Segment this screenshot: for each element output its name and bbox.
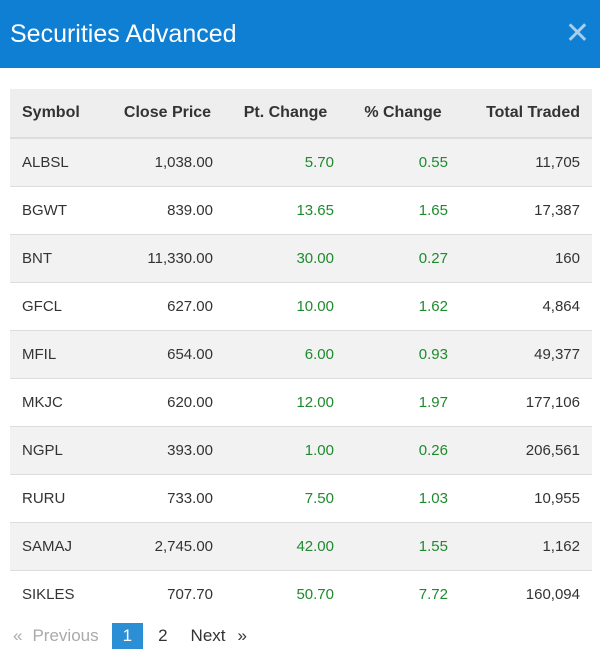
cell-pct-change: 1.62 — [346, 282, 460, 331]
cell-close-price: 2,745.00 — [110, 522, 225, 571]
cell-pt-change: 1.00 — [225, 426, 346, 475]
securities-table-container: Symbol Close Price Pt. Change % Change T… — [10, 89, 592, 618]
previous-page-link: Previous — [32, 626, 99, 645]
cell-close-price: 707.70 — [110, 570, 225, 618]
table-body: ALBSL 1,038.00 5.70 0.55 11,705 BGWT 839.00 13.… — [10, 138, 592, 618]
cell-symbol: SAMAJ — [10, 522, 110, 571]
cell-close-price: 1,038.00 — [110, 138, 225, 187]
cell-total-traded: 177,106 — [460, 378, 592, 427]
cell-pt-change: 30.00 — [225, 234, 346, 283]
cell-symbol: SIKLES — [10, 570, 110, 618]
cell-pct-change: 1.03 — [346, 474, 460, 523]
column-header-pct-change[interactable]: % Change — [346, 89, 460, 139]
cell-total-traded: 10,955 — [460, 474, 592, 523]
cell-total-traded: 160,094 — [460, 570, 592, 618]
cell-close-price: 620.00 — [110, 378, 225, 427]
cell-symbol: NGPL — [10, 426, 110, 475]
cell-pt-change: 5.70 — [225, 138, 346, 187]
cell-total-traded: 1,162 — [460, 522, 592, 571]
cell-pct-change: 1.65 — [346, 186, 460, 235]
close-icon[interactable]: ✕ — [564, 17, 590, 50]
column-header-close-price[interactable]: Close Price — [110, 89, 225, 139]
cell-pct-change: 1.55 — [346, 522, 460, 571]
cell-pt-change: 12.00 — [225, 378, 346, 427]
column-header-symbol[interactable]: Symbol — [10, 89, 110, 139]
table-row[interactable]: ALBSL 1,038.00 5.70 0.55 11,705 — [10, 138, 592, 187]
cell-close-price: 654.00 — [110, 330, 225, 379]
cell-pct-change: 0.27 — [346, 234, 460, 283]
cell-pct-change: 0.26 — [346, 426, 460, 475]
cell-symbol: BGWT — [10, 186, 110, 235]
table-row[interactable]: BGWT 839.00 13.65 1.65 17,387 — [10, 186, 592, 235]
table-row[interactable]: MKJC 620.00 12.00 1.97 177,106 — [10, 378, 592, 427]
next-arrow-icon[interactable]: » — [237, 626, 247, 645]
table-row[interactable]: SAMAJ 2,745.00 42.00 1.55 1,162 — [10, 522, 592, 571]
cell-pt-change: 50.70 — [225, 570, 346, 618]
cell-total-traded: 4,864 — [460, 282, 592, 331]
cell-symbol: BNT — [10, 234, 110, 283]
cell-total-traded: 49,377 — [460, 330, 592, 379]
cell-pt-change: 10.00 — [225, 282, 346, 331]
previous-arrow-icon: « — [13, 626, 23, 645]
modal-header: Securities Advanced ✕ — [0, 0, 600, 68]
cell-close-price: 11,330.00 — [110, 234, 225, 283]
cell-total-traded: 160 — [460, 234, 592, 283]
next-page-link[interactable]: Next — [190, 626, 226, 645]
modal-title: Securities Advanced — [10, 19, 237, 48]
column-header-total-traded[interactable]: Total Traded — [460, 89, 592, 139]
page-2-button[interactable]: 2 — [158, 626, 168, 645]
cell-pct-change: 0.93 — [346, 330, 460, 379]
page-1-button[interactable]: 1 — [111, 623, 144, 649]
table-row[interactable]: BNT 11,330.00 30.00 0.27 160 — [10, 234, 592, 283]
cell-close-price: 627.00 — [110, 282, 225, 331]
cell-symbol: MKJC — [10, 378, 110, 427]
table-row[interactable]: MFIL 654.00 6.00 0.93 49,377 — [10, 330, 592, 379]
pagination: « Previous 1 2 Next » — [13, 622, 247, 650]
cell-pt-change: 13.65 — [225, 186, 346, 235]
cell-close-price: 733.00 — [110, 474, 225, 523]
cell-pt-change: 6.00 — [225, 330, 346, 379]
cell-symbol: MFIL — [10, 330, 110, 379]
cell-total-traded: 17,387 — [460, 186, 592, 235]
cell-pct-change: 7.72 — [346, 570, 460, 618]
securities-table: Symbol Close Price Pt. Change % Change T… — [10, 89, 592, 618]
cell-close-price: 839.00 — [110, 186, 225, 235]
cell-pct-change: 1.97 — [346, 378, 460, 427]
table-row[interactable]: NGPL 393.00 1.00 0.26 206,561 — [10, 426, 592, 475]
cell-pct-change: 0.55 — [346, 138, 460, 187]
cell-total-traded: 11,705 — [460, 138, 592, 187]
table-row[interactable]: SIKLES 707.70 50.70 7.72 160,094 — [10, 570, 592, 618]
table-header-row: Symbol Close Price Pt. Change % Change T… — [10, 89, 592, 139]
cell-close-price: 393.00 — [110, 426, 225, 475]
cell-symbol: RURU — [10, 474, 110, 523]
cell-pt-change: 7.50 — [225, 474, 346, 523]
cell-pt-change: 42.00 — [225, 522, 346, 571]
column-header-pt-change[interactable]: Pt. Change — [225, 89, 346, 139]
table-row[interactable]: GFCL 627.00 10.00 1.62 4,864 — [10, 282, 592, 331]
cell-total-traded: 206,561 — [460, 426, 592, 475]
cell-symbol: ALBSL — [10, 138, 110, 187]
cell-symbol: GFCL — [10, 282, 110, 331]
table-row[interactable]: RURU 733.00 7.50 1.03 10,955 — [10, 474, 592, 523]
